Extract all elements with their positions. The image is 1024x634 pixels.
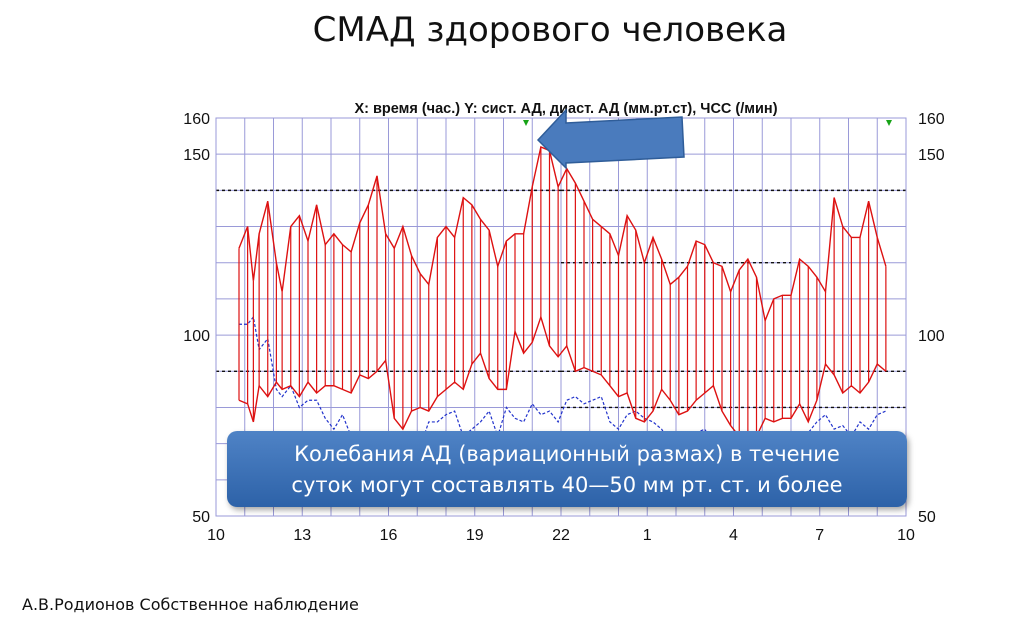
x-tick-label: 4	[729, 527, 738, 544]
x-tick-label: 7	[815, 527, 824, 544]
x-tick-label: 13	[293, 527, 311, 544]
x-tick-label: 1	[643, 527, 652, 544]
y-tick-label-left: 100	[183, 328, 210, 345]
y-tick-label-right: 50	[918, 509, 936, 526]
axis-ticks: 10 13 16 19 22 1 4 7 10 160 150 100 50 160 150 100 50	[183, 111, 945, 544]
y-tick-label-left: 160	[183, 111, 210, 128]
y-tick-label-right: 100	[918, 328, 945, 345]
systolic-line	[238, 145, 887, 324]
x-tick-label: 10	[207, 527, 225, 544]
callout-box: Колебания АД (вариационный размах) в теч…	[227, 431, 907, 507]
diastolic-line	[238, 314, 887, 445]
reference-lines	[216, 189, 906, 409]
x-tick-label: 16	[380, 527, 398, 544]
highlight-arrow	[536, 108, 685, 170]
marker-right	[886, 120, 892, 126]
callout-line-1: Колебания АД (вариационный размах) в теч…	[294, 442, 840, 466]
blood-pressure-series	[238, 145, 887, 445]
slide-title: СМАД здорового человека	[312, 10, 788, 50]
x-tick-label: 19	[466, 527, 484, 544]
footer-source: А.В.Родионов Собственное наблюдение	[22, 595, 359, 614]
y-tick-label-right: 150	[918, 147, 945, 164]
x-tick-label: 10	[897, 527, 915, 544]
y-tick-label-left: 150	[183, 147, 210, 164]
y-tick-label-right: 160	[918, 111, 945, 128]
callout-line-2: суток могут составлять 40—50 мм рт. ст. …	[291, 473, 843, 497]
hr-line	[239, 315, 887, 460]
heart-rate-series	[239, 315, 887, 460]
y-tick-label-left: 50	[192, 509, 210, 526]
x-tick-label: 22	[552, 527, 570, 544]
marker-left	[523, 120, 529, 126]
